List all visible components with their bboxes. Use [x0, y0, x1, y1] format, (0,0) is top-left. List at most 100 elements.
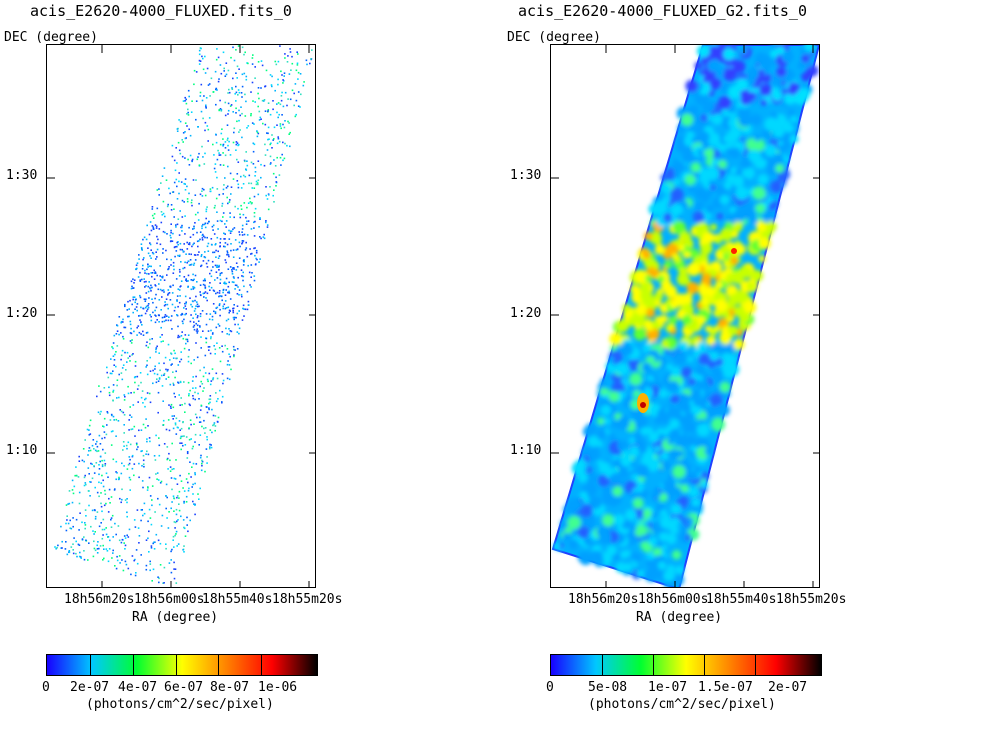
flux-blob — [631, 473, 639, 481]
pixel-mark — [195, 322, 197, 325]
pixel-mark — [229, 330, 232, 332]
pixel-mark — [159, 482, 162, 484]
flux-blob — [731, 271, 745, 285]
pixel-mark — [176, 426, 179, 429]
pixel-mark — [107, 511, 110, 513]
pixel-mark — [251, 252, 253, 255]
colorbar-tick-mark — [132, 655, 134, 675]
pixel-mark — [178, 180, 180, 183]
pixel-mark — [182, 444, 184, 447]
pixel-mark — [97, 541, 99, 543]
pixel-mark — [241, 136, 243, 139]
pixel-mark — [229, 298, 232, 300]
pixel-mark — [201, 425, 203, 428]
pixel-mark — [187, 243, 190, 245]
pixel-mark — [112, 342, 115, 344]
pixel-mark — [205, 107, 207, 109]
pixel-mark — [178, 172, 180, 174]
flux-blob — [734, 243, 746, 256]
pixel-mark — [100, 502, 102, 505]
pixel-mark — [225, 327, 227, 330]
pixel-mark — [146, 392, 149, 394]
pixel-mark — [184, 302, 186, 305]
pixel-mark — [164, 215, 166, 218]
left-ytick-3: 1:10 — [6, 443, 38, 458]
pixel-mark — [129, 320, 132, 323]
pixel-mark — [226, 363, 229, 366]
pixel-mark — [73, 485, 76, 488]
pixel-mark — [225, 319, 228, 322]
pixel-mark — [171, 415, 174, 417]
pixel-mark — [231, 269, 233, 271]
pixel-mark — [282, 82, 284, 84]
pixel-mark — [230, 56, 232, 59]
pixel-mark — [57, 544, 59, 547]
pixel-mark — [136, 262, 139, 264]
pixel-mark — [154, 365, 156, 368]
flux-blob — [715, 376, 723, 384]
pixel-mark — [67, 522, 70, 525]
pixel-mark — [126, 511, 128, 514]
pixel-mark — [269, 143, 271, 146]
pixel-mark — [203, 419, 205, 422]
flux-blob — [622, 303, 631, 313]
pixel-mark — [116, 384, 118, 387]
pixel-mark — [207, 140, 209, 142]
pixel-mark — [199, 369, 201, 372]
pixel-mark — [224, 242, 227, 244]
pixel-mark — [293, 92, 295, 95]
pixel-mark — [145, 285, 147, 287]
flux-blob — [761, 153, 768, 160]
pixel-mark — [144, 306, 147, 309]
pixel-mark — [209, 429, 212, 431]
pixel-mark — [198, 202, 200, 205]
pixel-mark — [93, 547, 96, 550]
pixel-mark — [211, 408, 213, 411]
pixel-mark — [173, 546, 175, 548]
pixel-mark — [150, 319, 153, 322]
pixel-mark — [173, 208, 175, 210]
flux-blob — [764, 117, 779, 132]
pixel-mark — [215, 133, 217, 136]
pixel-mark — [242, 240, 245, 242]
pixel-mark — [196, 332, 199, 334]
pixel-mark — [211, 315, 214, 318]
pixel-mark — [224, 238, 226, 240]
pixel-mark — [183, 266, 186, 269]
flux-blob — [726, 300, 735, 310]
flux-blob — [769, 180, 783, 194]
pixel-mark — [224, 245, 226, 248]
pixel-mark — [235, 262, 238, 264]
pixel-mark — [268, 194, 270, 196]
pixel-mark — [207, 250, 210, 252]
pixel-mark — [138, 542, 140, 544]
pixel-mark — [98, 481, 100, 484]
pixel-mark — [192, 243, 194, 246]
pixel-mark — [273, 201, 275, 203]
pixel-mark — [99, 460, 101, 463]
flux-blob — [788, 82, 800, 94]
pixel-mark — [136, 326, 138, 329]
pixel-mark — [141, 314, 143, 317]
pixel-mark — [112, 552, 114, 554]
flux-blob — [740, 94, 752, 106]
pixel-mark — [94, 518, 97, 520]
flux-blob — [605, 553, 612, 560]
flux-blob — [673, 351, 687, 365]
pixel-mark — [206, 125, 209, 127]
pixel-mark — [130, 327, 132, 330]
pixel-mark — [257, 92, 259, 95]
pixel-mark — [243, 53, 245, 56]
flux-blob — [620, 455, 632, 467]
pixel-mark — [250, 114, 252, 117]
flux-blob — [704, 447, 714, 456]
pixel-mark — [289, 145, 291, 148]
pixel-mark — [170, 264, 172, 266]
pixel-mark — [193, 69, 196, 72]
pixel-mark — [159, 336, 162, 338]
flux-blob — [711, 366, 723, 379]
pixel-mark — [129, 360, 131, 362]
pixel-mark — [170, 477, 173, 479]
flux-blob — [596, 428, 607, 440]
pixel-mark — [169, 234, 172, 237]
